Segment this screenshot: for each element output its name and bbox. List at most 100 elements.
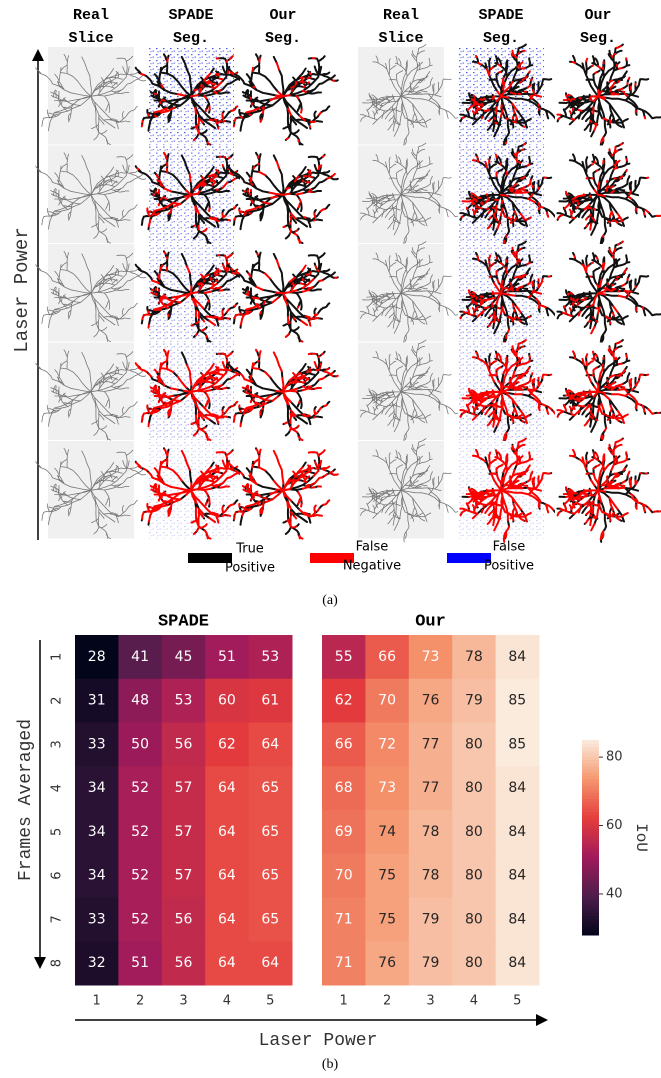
image-panel <box>36 146 146 244</box>
cell-label: 73 <box>378 780 396 796</box>
cell-label: 78 <box>465 649 483 665</box>
image-panel <box>228 244 338 342</box>
colorbar-step <box>582 776 599 780</box>
cell-label: 53 <box>261 649 279 665</box>
image-panel <box>555 439 661 542</box>
cell-label: 57 <box>175 824 193 840</box>
colorbar-step <box>582 893 599 897</box>
cell-label: 65 <box>261 824 279 840</box>
colorbar-step <box>582 912 599 916</box>
image-panel <box>458 143 564 246</box>
cell-label: 70 <box>335 868 353 884</box>
cell-label: 72 <box>378 736 396 752</box>
image-panel <box>358 340 464 443</box>
legend-label: False <box>356 540 389 555</box>
x-tick-label: 3 <box>426 994 434 1009</box>
column-header: Slice <box>378 30 423 47</box>
legend-label: True <box>235 542 264 557</box>
colorbar-step <box>582 906 599 910</box>
cell-label: 56 <box>175 736 193 752</box>
cell-label: 32 <box>88 955 106 971</box>
colorbar-step <box>582 932 599 936</box>
legend-label: Positive <box>225 561 275 576</box>
y-tick-label: 3 <box>50 740 65 748</box>
colorbar-step <box>582 919 599 923</box>
image-panel <box>358 242 464 345</box>
image-panel <box>458 242 564 345</box>
image-panel <box>136 441 246 539</box>
legend-label: False <box>493 540 526 555</box>
cell-label: 41 <box>131 649 149 665</box>
colorbar-tick-label: 40 <box>606 886 623 901</box>
cell-label: 34 <box>88 824 106 840</box>
colorbar-step <box>582 877 599 881</box>
image-panel <box>458 439 564 542</box>
colorbar-step <box>582 743 599 747</box>
image-panel <box>136 244 246 342</box>
colorbar-step <box>582 909 599 913</box>
colorbar-step <box>582 753 599 757</box>
image-panel <box>36 441 146 539</box>
colorbar-tick-label: 60 <box>606 818 623 833</box>
colorbar-step <box>582 779 599 783</box>
cell-label: 79 <box>422 911 440 927</box>
colorbar-step <box>582 821 599 825</box>
cell-label: 76 <box>422 693 440 709</box>
cell-label: 79 <box>422 955 440 971</box>
colorbar-step <box>582 883 599 887</box>
x-tick-label: 3 <box>179 994 187 1009</box>
cell-label: 34 <box>88 780 106 796</box>
column-header: Seg. <box>483 30 519 47</box>
image-panel <box>36 244 146 342</box>
cell-label: 65 <box>261 911 279 927</box>
cell-label: 78 <box>422 868 440 884</box>
colorbar-step <box>582 799 599 803</box>
y-tick-label: 1 <box>50 653 65 661</box>
colorbar-step <box>582 916 599 920</box>
colorbar-step <box>582 792 599 796</box>
cell-label: 33 <box>88 911 106 927</box>
colorbar-step <box>582 831 599 835</box>
colorbar-step <box>582 886 599 890</box>
colorbar-step <box>582 838 599 842</box>
caption: (a) <box>322 593 338 608</box>
figure: RealSliceSPADESeg.OurSeg.RealSliceSPADES… <box>0 0 661 1078</box>
legend-label: Negative <box>343 559 401 574</box>
y-tick-label: 6 <box>50 871 65 879</box>
cell-label: 80 <box>465 955 483 971</box>
cell-label: 65 <box>261 780 279 796</box>
image-panel <box>136 47 246 145</box>
cell-label: 66 <box>335 736 353 752</box>
colorbar-step <box>582 867 599 871</box>
colorbar-step <box>582 750 599 754</box>
x-axis-label: Laser Power <box>259 1031 378 1051</box>
cell-label: 84 <box>508 824 526 840</box>
image-panel <box>555 45 661 148</box>
image-panel <box>458 45 564 148</box>
image-panel <box>228 146 338 244</box>
image-panel <box>136 343 246 441</box>
colorbar-step <box>582 880 599 884</box>
legend-label: Positive <box>484 559 534 574</box>
image-panel <box>228 441 338 539</box>
colorbar-step <box>582 851 599 855</box>
column-header: Seg. <box>580 30 616 47</box>
colorbar-step <box>582 925 599 929</box>
cell-label: 73 <box>422 649 440 665</box>
column-header: Real <box>383 7 419 24</box>
column-header: Seg. <box>173 30 209 47</box>
cell-label: 64 <box>218 868 236 884</box>
x-tick-label: 1 <box>93 994 101 1009</box>
cell-label: 71 <box>335 955 353 971</box>
image-panel <box>228 47 338 145</box>
image-panel <box>555 340 661 443</box>
colorbar-step <box>582 828 599 832</box>
colorbar-step <box>582 860 599 864</box>
cell-label: 75 <box>378 911 396 927</box>
colorbar-step <box>582 899 599 903</box>
x-tick-label: 4 <box>223 994 231 1009</box>
cell-label: 78 <box>422 824 440 840</box>
image-panel <box>358 439 464 542</box>
y-tick-label: 5 <box>50 828 65 836</box>
cell-label: 45 <box>175 649 193 665</box>
